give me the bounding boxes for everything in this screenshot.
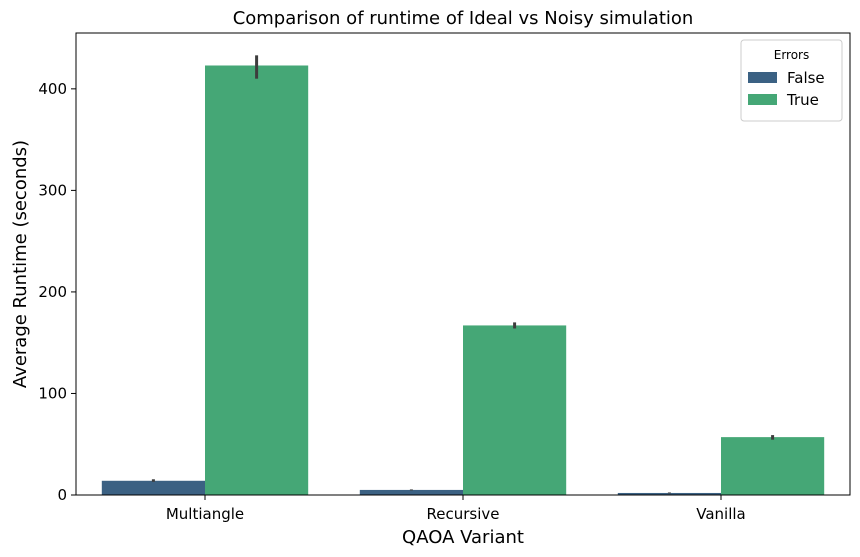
legend: Errors False True (740, 39, 843, 122)
legend-title: Errors (774, 48, 810, 62)
legend-swatch-true (748, 94, 777, 105)
bar-true (205, 65, 309, 495)
bar-true (721, 437, 825, 495)
y-tick-label: 400 (38, 80, 67, 98)
chart-title: Comparison of runtime of Ideal vs Noisy … (233, 8, 694, 29)
legend-label-false: False (787, 69, 825, 87)
y-tick-label: 100 (38, 384, 67, 402)
x-tick-label: Recursive (427, 505, 500, 523)
x-axis-label: QAOA Variant (402, 527, 524, 548)
plot-area: 0 100 200 300 400 Multiangle Recursive Vanilla (38, 32, 851, 523)
bar-false (101, 480, 205, 495)
bar-false (359, 489, 463, 495)
bar-true (463, 325, 567, 495)
x-tick-label: Vanilla (696, 505, 746, 523)
y-tick-label: 0 (57, 486, 67, 504)
legend-label-true: True (786, 91, 819, 109)
y-axis-label: Average Runtime (seconds) (10, 140, 31, 388)
y-tick-label: 200 (38, 283, 67, 301)
y-tick-label: 300 (38, 181, 67, 199)
x-tick-label: Multiangle (166, 505, 244, 523)
bar-false (617, 492, 721, 495)
legend-swatch-false (748, 72, 777, 83)
